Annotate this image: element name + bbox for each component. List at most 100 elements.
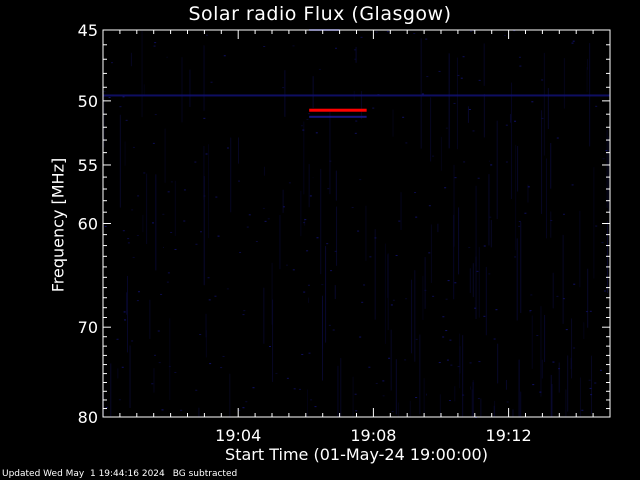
noise-speck	[154, 42, 157, 44]
noise-speck	[167, 272, 170, 274]
noise-streak	[400, 192, 402, 230]
noise-speck	[131, 209, 134, 211]
noise-speck	[532, 384, 535, 386]
noise-speck	[472, 130, 475, 132]
noise-speck	[195, 389, 198, 391]
noise-speck	[203, 117, 206, 119]
noise-streak	[271, 262, 273, 325]
noise-speck	[267, 218, 270, 220]
noise-streak	[205, 313, 207, 338]
noise-speck	[215, 196, 218, 198]
noise-speck	[137, 195, 140, 197]
noise-streak	[545, 158, 547, 239]
noise-speck	[210, 81, 213, 83]
noise-speck	[363, 284, 366, 286]
noise-speck	[167, 191, 170, 193]
noise-speck	[127, 238, 130, 240]
noise-streak	[527, 184, 529, 203]
noise-streak	[593, 167, 595, 279]
noise-speck	[413, 33, 416, 35]
noise-streak	[149, 299, 151, 339]
noise-speck	[238, 409, 241, 411]
noise-streak	[425, 393, 427, 396]
noise-speck	[438, 362, 441, 364]
noise-speck	[488, 273, 491, 275]
noise-speck	[285, 264, 288, 266]
noise-streak	[409, 400, 411, 417]
noise-streak	[459, 333, 461, 389]
noise-streak	[543, 52, 545, 156]
noise-speck	[573, 347, 576, 349]
noise-streak	[395, 359, 397, 415]
noise-speck	[445, 330, 448, 332]
noise-speck	[306, 118, 309, 120]
noise-speck	[505, 161, 508, 163]
noise-speck	[530, 294, 533, 296]
noise-streak	[544, 314, 546, 363]
noise-speck	[264, 220, 267, 222]
noise-speck	[589, 387, 592, 389]
noise-streak	[550, 211, 552, 238]
noise-streak	[567, 355, 569, 412]
noise-speck	[477, 398, 480, 400]
noise-streak	[565, 389, 567, 417]
noise-speck	[137, 291, 140, 293]
noise-speck	[132, 146, 135, 148]
noise-streak	[475, 185, 477, 267]
noise-speck	[375, 382, 378, 384]
noise-speck	[368, 366, 371, 368]
noise-speck	[448, 400, 451, 402]
noise-speck	[382, 380, 385, 382]
noise-speck	[463, 161, 466, 163]
noise-speck	[282, 87, 285, 89]
noise-speck	[351, 207, 354, 209]
noise-streak	[329, 111, 331, 195]
noise-streak	[608, 136, 610, 213]
noise-speck	[158, 362, 161, 364]
noise-speck	[453, 102, 456, 104]
noise-speck	[207, 277, 210, 279]
noise-streak	[308, 297, 310, 303]
noise-streak	[563, 58, 565, 109]
noise-streak	[153, 368, 155, 393]
noise-streak	[387, 253, 389, 331]
noise-streak	[490, 219, 492, 248]
noise-speck	[220, 367, 223, 369]
noise-speck	[252, 387, 255, 389]
footer: Updated Wed May 1 19:44:16 2024 BG subtra…	[2, 469, 245, 479]
bg-note: BG subtracted	[172, 469, 238, 479]
noise-streak	[590, 355, 592, 415]
noise-speck	[328, 324, 331, 326]
noise-speck	[199, 231, 202, 233]
noise-speck	[398, 220, 401, 222]
noise-speck	[161, 409, 164, 411]
noise-speck	[282, 206, 285, 208]
noise-speck	[243, 310, 246, 312]
noise-streak	[541, 110, 543, 214]
noise-speck	[183, 189, 186, 191]
noise-speck	[375, 31, 378, 33]
noise-speck	[318, 68, 321, 70]
noise-speck	[205, 34, 208, 36]
noise-streak	[103, 393, 105, 417]
noise-speck	[581, 409, 584, 411]
noise-speck	[151, 383, 154, 385]
noise-speck	[421, 93, 424, 95]
noise-speck	[382, 395, 385, 397]
noise-streak	[124, 141, 126, 166]
noise-speck	[595, 225, 598, 227]
noise-speck	[428, 205, 431, 207]
noise-streak	[430, 224, 432, 283]
noise-streak	[414, 270, 416, 362]
noise-streak	[119, 114, 121, 208]
noise-speck	[127, 242, 130, 244]
noise-streak	[439, 394, 441, 417]
emission-band	[309, 108, 367, 112]
noise-streak	[453, 214, 455, 300]
noise-streak	[279, 214, 281, 270]
y-tick-label: 45	[78, 21, 98, 40]
noise-streak	[306, 389, 308, 417]
noise-speck	[432, 155, 435, 157]
noise-streak	[420, 38, 422, 149]
noise-speck	[518, 220, 521, 222]
